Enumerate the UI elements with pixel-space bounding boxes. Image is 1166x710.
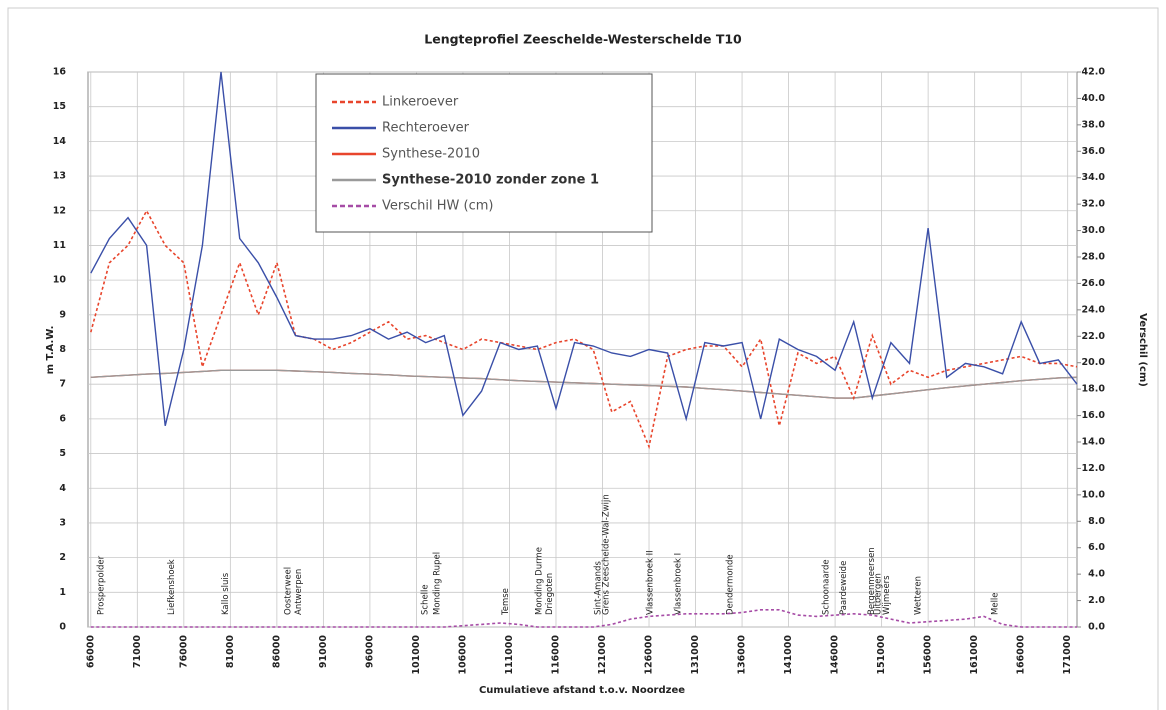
x-tick-label: 166000: [1016, 635, 1027, 675]
y2-tick-label: 16.0: [1082, 410, 1106, 421]
x-tick-label: 131000: [690, 635, 701, 675]
y2-tick-label: 34.0: [1082, 172, 1106, 183]
x-tick-label: 71000: [132, 635, 143, 668]
y2-axis-label: Verschil (cm): [1137, 313, 1148, 387]
location-label: Sint-Amands: [593, 561, 603, 615]
y-tick-label: 15: [53, 101, 66, 112]
series-line: [90, 71, 1078, 426]
location-label: Schelle: [420, 584, 430, 615]
series-line: [90, 609, 1077, 628]
y2-tick-label: 30.0: [1082, 225, 1106, 236]
location-label: Melle: [991, 592, 1001, 615]
location-label: Bergenmeersen: [867, 547, 877, 615]
location-label: Monding Rupel: [432, 552, 442, 615]
y2-tick-label: 18.0: [1082, 384, 1106, 395]
y-axis-label: m T.A.W.: [45, 326, 56, 375]
location-label: Temse: [501, 588, 511, 616]
x-tick-label: 151000: [876, 635, 887, 675]
y2-tick-label: 12.0: [1082, 463, 1106, 474]
x-tick-label: 81000: [225, 635, 236, 668]
location-label: Vlassenbroek II: [645, 550, 655, 615]
y2-tick-label: 10.0: [1082, 489, 1106, 500]
x-tick-label: 66000: [85, 635, 96, 668]
y2-tick-label: 24.0: [1082, 304, 1106, 315]
y-tick-label: 6: [59, 413, 66, 424]
y-tick-label: 1: [59, 587, 66, 598]
y-tick-label: 5: [59, 448, 66, 459]
x-tick-label: 96000: [364, 635, 375, 668]
x-tick-label: 91000: [318, 635, 329, 668]
legend-label: Rechteroever: [382, 121, 470, 136]
y-tick-label: 7: [59, 379, 66, 390]
y-tick-label: 10: [53, 275, 67, 286]
x-axis-label: Cumulatieve afstand t.o.v. Noordzee: [479, 685, 685, 696]
y2-tick-label: 6.0: [1088, 542, 1105, 553]
legend-label: Synthese-2010 zonder zone 1: [382, 173, 599, 188]
x-tick-label: 116000: [550, 635, 561, 675]
location-label: Driegoten: [545, 573, 555, 615]
location-label: Wetteren: [913, 576, 923, 615]
card-border: [7, 7, 1159, 710]
chart-title: Lengteprofiel Zeeschelde-Westerschelde T…: [424, 32, 742, 47]
x-tick-label: 86000: [271, 635, 282, 668]
location-label: Wijmeers: [882, 575, 892, 615]
legend-label: Verschil HW (cm): [382, 199, 493, 214]
series-line: [90, 209, 1078, 450]
y-tick-label: 14: [53, 136, 67, 147]
location-label: Grens Zeeschelde-Wal-Zwijn: [602, 494, 612, 615]
x-tick-label: 146000: [830, 635, 841, 675]
x-tick-label: 136000: [737, 635, 748, 675]
y2-tick-label: 38.0: [1082, 119, 1106, 130]
x-tick-label: 121000: [597, 635, 608, 675]
y2-tick-label: 26.0: [1082, 278, 1106, 289]
y2-tick-label: 20.0: [1082, 357, 1106, 368]
location-label: Oosterweel: [284, 567, 294, 615]
y2-tick-label: 40.0: [1082, 93, 1106, 104]
location-label: Dendermonde: [725, 554, 735, 615]
location-label: Paardeweide: [839, 561, 849, 615]
x-tick-label: 101000: [411, 635, 422, 675]
y2-tick-label: 28.0: [1082, 252, 1106, 263]
y-tick-label: 0: [59, 622, 66, 633]
x-tick-label: 141000: [783, 635, 794, 675]
location-label: Vlassenbroek I: [673, 553, 683, 615]
x-tick-label: 111000: [504, 635, 515, 675]
y-tick-label: 3: [59, 517, 66, 528]
location-label: Antwerpen: [294, 569, 304, 615]
location-label: Liefkenshoek: [167, 559, 177, 615]
y-tick-label: 12: [53, 205, 66, 216]
y2-tick-label: 0.0: [1088, 622, 1105, 633]
y2-tick-label: 32.0: [1082, 199, 1106, 210]
y-tick-label: 8: [59, 344, 66, 355]
y2-tick-label: 2.0: [1088, 595, 1105, 606]
location-label: Monding Durme: [535, 547, 545, 615]
location-label: Prosperpolder: [97, 555, 107, 615]
location-label: Uitbergen: [873, 573, 883, 615]
location-label: Schoonaarde: [821, 559, 831, 615]
y-tick-label: 11: [53, 240, 66, 251]
x-tick-label: 161000: [969, 635, 980, 675]
y-tick-label: 16: [53, 67, 67, 78]
series-line: [90, 369, 1078, 399]
y-tick-label: 4: [59, 483, 66, 494]
y-tick-label: 13: [53, 171, 66, 182]
legend-label: Synthese-2010: [382, 147, 480, 162]
location-label: Kallo sluis: [221, 572, 231, 615]
y2-tick-label: 22.0: [1082, 331, 1106, 342]
legend-label: Linkeroever: [382, 95, 459, 110]
x-tick-label: 106000: [457, 635, 468, 675]
x-tick-label: 76000: [178, 635, 189, 668]
x-tick-label: 156000: [923, 635, 934, 675]
y2-tick-label: 42.0: [1082, 67, 1106, 78]
x-tick-label: 126000: [644, 635, 655, 675]
y2-tick-label: 36.0: [1082, 146, 1106, 157]
y-tick-label: 2: [59, 552, 66, 563]
y2-tick-label: 14.0: [1082, 437, 1106, 448]
y2-tick-label: 8.0: [1088, 516, 1105, 527]
y-tick-label: 9: [59, 309, 66, 320]
y2-tick-label: 4.0: [1088, 569, 1105, 580]
x-tick-label: 171000: [1062, 635, 1073, 675]
